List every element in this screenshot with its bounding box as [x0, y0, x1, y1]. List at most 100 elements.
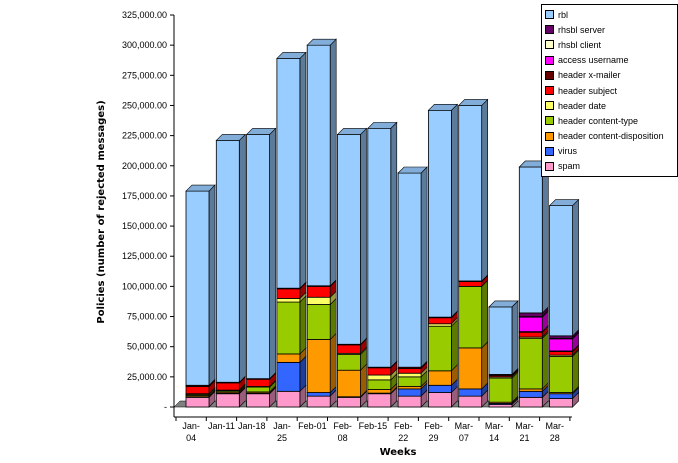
y-tick-label: 100,000.00 [122, 281, 167, 291]
bar-segment-spam [397, 395, 422, 408]
bar-segment-header-subject [246, 378, 271, 387]
y-tick-label: 125,000.00 [122, 251, 167, 261]
bar-top-face [457, 99, 489, 106]
legend-item: header subject [542, 83, 677, 98]
legend-swatch [545, 86, 554, 96]
bar-segment-rbl [549, 205, 573, 337]
bar-segment-header-content-type [488, 377, 513, 403]
legend-label: header subject [558, 85, 618, 96]
y-tick-label: 250,000.00 [122, 100, 167, 110]
y-tick-label: 275,000.00 [122, 70, 167, 80]
legend-swatch [545, 161, 554, 171]
bar-segment-side [208, 184, 216, 387]
x-tick-label: 14 [489, 433, 499, 443]
bar-segment-header-content-type [458, 285, 483, 349]
bar-segment-virus [549, 393, 573, 399]
bar-stack-Mar-21 [518, 160, 550, 408]
legend-label: header content-disposition [558, 131, 664, 142]
bar-segment-header-content-disposition [337, 369, 361, 398]
bar-segment-side [481, 341, 489, 390]
bar-segment-side [329, 297, 337, 341]
bar-segment-header-content-type [337, 354, 361, 371]
bar-segment-header-content-disposition [367, 389, 392, 394]
bar-segment-side [239, 133, 246, 383]
bar-top-face [367, 122, 398, 129]
bar-segment-virus [458, 388, 483, 397]
legend-item: header x-mailer [542, 68, 677, 83]
legend-swatch [545, 146, 554, 156]
legend-label: spam [558, 161, 581, 172]
x-tick-label: Jan-18 [238, 421, 266, 431]
x-tick-label: 28 [550, 433, 560, 443]
bar-stack-Feb-22 [397, 166, 428, 408]
bar-segment-header-content-disposition [306, 339, 331, 393]
bar-segment-header-subject [427, 317, 452, 325]
bar-segment-header-subject [397, 368, 422, 374]
x-tick-label: Jan- [273, 421, 291, 431]
bar-segment-side [572, 198, 579, 337]
bar-top-face [427, 103, 459, 111]
legend-swatch [545, 25, 554, 35]
bar-stack-Jan-11 [215, 133, 247, 408]
bar-segment-spam [185, 396, 210, 408]
bar-segment-side [511, 300, 519, 376]
bar-segment-rbl [185, 190, 210, 386]
bar-segment-side [541, 331, 549, 390]
legend-label: header date [558, 100, 607, 111]
bar-segment-rhsbl-server [518, 312, 543, 317]
bar-segment-rbl [427, 109, 452, 318]
legend-swatch [545, 116, 554, 126]
bar-segment-side [572, 349, 579, 394]
bar-segment-spam [458, 395, 483, 408]
bar-segment-spam [246, 393, 271, 408]
bar-segment-header-subject [306, 285, 331, 298]
legend-item: access username [542, 53, 677, 68]
bar-segment-side [481, 98, 489, 282]
bar-segment-header-subject [458, 281, 483, 287]
x-tick-label: 25 [277, 433, 287, 443]
bar-segment-header-subject [518, 331, 543, 338]
bar-segment-header-subject [337, 344, 361, 354]
y-tick-label: 225,000.00 [122, 131, 167, 141]
bar-segment-spam [306, 395, 331, 408]
legend-label: virus [558, 146, 578, 157]
y-tick-label: 325,000.00 [122, 10, 167, 20]
legend-swatch [545, 101, 554, 111]
x-tick-label: Feb- [424, 421, 443, 431]
x-tick-label: Jan-11 [208, 421, 235, 431]
bar-top-face [185, 184, 216, 192]
x-tick-label: Mar- [515, 421, 534, 431]
bar-top-face [488, 300, 519, 308]
bar-segment-rbl [215, 140, 240, 383]
x-axis-title: Weeks [380, 447, 417, 458]
bar-segment-header-content-type [276, 301, 301, 355]
legend-label: rbl [558, 9, 569, 20]
bar-segment-virus [427, 384, 452, 393]
bar-segment-spam [427, 392, 452, 408]
bar-stack-Feb-08 [336, 127, 368, 408]
bar-stack-Mar-14 [488, 300, 519, 408]
bar-stack-Feb-01 [306, 38, 337, 408]
bar-segment-rbl [488, 306, 513, 375]
bar-segment-header-content-disposition [427, 370, 452, 386]
bar-segment-header-content-disposition [458, 347, 483, 390]
x-tick-label: 21 [519, 433, 529, 443]
bar-segment-side [360, 127, 367, 346]
y-axis-title: Policies (number of rejected messages) [96, 100, 107, 323]
bar-segment-spam [337, 396, 361, 408]
bar-segment-header-subject [276, 288, 301, 299]
bar-top-face [306, 38, 337, 46]
bar-stack-Jan-25 [276, 51, 307, 408]
legend-item: rbl [542, 7, 677, 22]
bar-segment-virus [276, 361, 301, 392]
bar-stack-Mar-28 [548, 198, 580, 408]
bar-stack-Jan-04 [185, 184, 216, 408]
legend-item: virus [542, 144, 677, 159]
legend-item: rhsbl client [542, 37, 677, 52]
x-tick-label: 04 [186, 433, 196, 443]
bar-segment-side [451, 103, 458, 318]
bar-top-face [336, 128, 368, 135]
bar-segment-virus [306, 392, 331, 397]
bar-segment-header-content-type [427, 325, 452, 372]
